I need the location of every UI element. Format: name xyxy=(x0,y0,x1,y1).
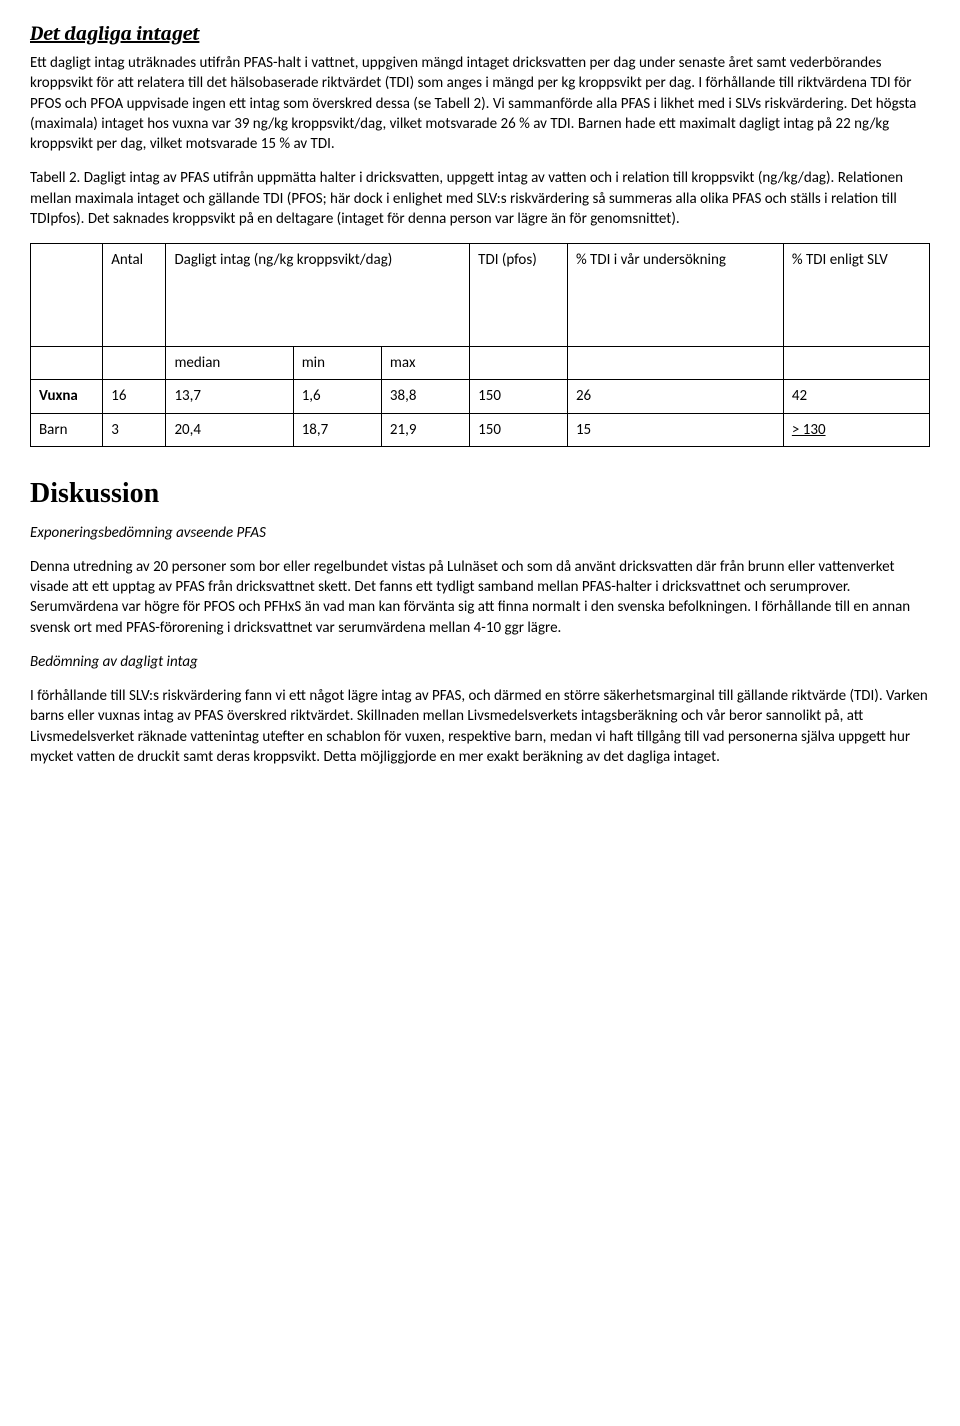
section-heading-intake: Det dagliga intaget xyxy=(30,20,930,47)
row-label: Barn xyxy=(31,413,103,446)
section-heading-discussion: Diskussion xyxy=(30,475,930,513)
header-intag: Dagligt intag (ng/kg kroppsvikt/dag) xyxy=(166,244,470,347)
table-row: Barn 3 20,4 18,7 21,9 150 15 > 130 xyxy=(31,413,930,446)
subheading-exposure: Exponeringsbedömning avseende PFAS xyxy=(30,523,930,543)
table-header-row-1: Antal Dagligt intag (ng/kg kroppsvikt/da… xyxy=(31,244,930,347)
row-min: 1,6 xyxy=(293,380,381,413)
row-label: Vuxna xyxy=(31,380,103,413)
row-min: 18,7 xyxy=(293,413,381,446)
row-antal: 3 xyxy=(103,413,166,446)
row-tdi: 150 xyxy=(470,380,568,413)
row-antal: 16 xyxy=(103,380,166,413)
table-caption: Tabell 2. Dagligt intag av PFAS utifrån … xyxy=(30,168,930,229)
row-pct-slv: 42 xyxy=(783,380,929,413)
header-pct-our: % TDI i vår undersökning xyxy=(567,244,783,347)
subheader-median: median xyxy=(166,347,293,380)
subheader-empty-2 xyxy=(103,347,166,380)
header-empty xyxy=(31,244,103,347)
header-pct-slv: % TDI enligt SLV xyxy=(783,244,929,347)
paragraph-intake: Ett dagligt intag uträknades utifrån PFA… xyxy=(30,53,930,154)
table-header-row-2: median min max xyxy=(31,347,930,380)
row-pct-our: 26 xyxy=(567,380,783,413)
table-row: Vuxna 16 13,7 1,6 38,8 150 26 42 xyxy=(31,380,930,413)
paragraph-exposure: Denna utredning av 20 personer som bor e… xyxy=(30,557,930,638)
subheading-daily-intake: Bedömning av dagligt intag xyxy=(30,652,930,672)
row-median: 13,7 xyxy=(166,380,293,413)
header-tdi: TDI (pfos) xyxy=(470,244,568,347)
paragraph-daily-intake: I förhållande till SLV:s riskvärdering f… xyxy=(30,686,930,767)
intake-table: Antal Dagligt intag (ng/kg kroppsvikt/da… xyxy=(30,243,930,447)
subheader-max: max xyxy=(381,347,469,380)
subheader-min: min xyxy=(293,347,381,380)
row-max: 21,9 xyxy=(381,413,469,446)
subheader-empty-1 xyxy=(31,347,103,380)
header-antal: Antal xyxy=(103,244,166,347)
row-pct-slv: > 130 xyxy=(783,413,929,446)
subheader-empty-3 xyxy=(470,347,568,380)
row-tdi: 150 xyxy=(470,413,568,446)
row-max: 38,8 xyxy=(381,380,469,413)
row-pct-our: 15 xyxy=(567,413,783,446)
row-median: 20,4 xyxy=(166,413,293,446)
subheader-empty-5 xyxy=(783,347,929,380)
subheader-empty-4 xyxy=(567,347,783,380)
